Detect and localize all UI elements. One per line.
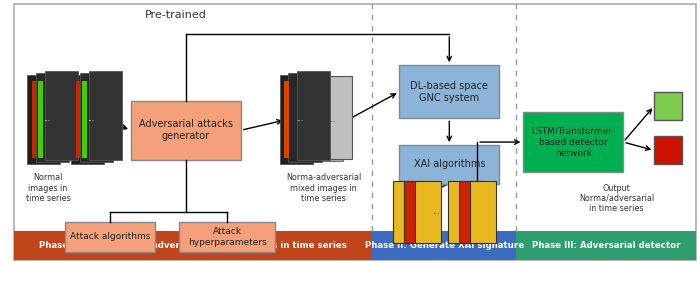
FancyBboxPatch shape <box>323 76 352 159</box>
FancyBboxPatch shape <box>654 136 682 164</box>
Text: Phase I: Create Norma-adversarial mixed images in time series: Phase I: Create Norma-adversarial mixed … <box>38 241 346 250</box>
Text: LSTM/Transformer-
based detector
network: LSTM/Transformer- based detector network <box>531 126 615 158</box>
Text: Phase III: Adversarial detector: Phase III: Adversarial detector <box>532 241 680 250</box>
FancyBboxPatch shape <box>400 65 499 118</box>
FancyBboxPatch shape <box>76 81 80 158</box>
FancyBboxPatch shape <box>32 81 36 158</box>
FancyBboxPatch shape <box>179 222 275 252</box>
FancyBboxPatch shape <box>288 73 321 162</box>
Text: ...: ... <box>296 114 303 123</box>
FancyBboxPatch shape <box>279 75 313 164</box>
Text: Normal
images in
time series: Normal images in time series <box>26 173 71 203</box>
Text: Norma-adversarial
mixed images in
time series: Norma-adversarial mixed images in time s… <box>286 173 361 203</box>
Text: Attack
hyperparameters: Attack hyperparameters <box>188 227 267 247</box>
FancyBboxPatch shape <box>448 181 475 243</box>
FancyBboxPatch shape <box>284 81 289 158</box>
Text: ...: ... <box>328 115 335 124</box>
FancyBboxPatch shape <box>654 92 682 120</box>
Text: Adversarial attacks
generator: Adversarial attacks generator <box>139 119 233 141</box>
FancyBboxPatch shape <box>13 4 696 260</box>
FancyBboxPatch shape <box>71 75 104 164</box>
Text: ...: ... <box>62 115 70 124</box>
Text: DL-based space
GNC system: DL-based space GNC system <box>410 81 488 103</box>
FancyBboxPatch shape <box>415 181 442 243</box>
Text: Phase II: Generate XAI signature: Phase II: Generate XAI signature <box>365 241 524 250</box>
FancyBboxPatch shape <box>470 181 496 243</box>
FancyBboxPatch shape <box>314 78 343 161</box>
FancyBboxPatch shape <box>298 71 330 160</box>
FancyBboxPatch shape <box>131 101 241 160</box>
FancyBboxPatch shape <box>400 145 499 184</box>
Text: XAI algorithms: XAI algorithms <box>414 159 485 169</box>
FancyBboxPatch shape <box>404 181 430 243</box>
Text: Pre-trained: Pre-trained <box>145 10 206 20</box>
FancyBboxPatch shape <box>89 71 122 160</box>
Text: Attack algorithms: Attack algorithms <box>70 232 150 241</box>
Text: ...: ... <box>43 114 50 123</box>
FancyBboxPatch shape <box>459 181 486 243</box>
Text: Output
Norma/adversarial
in time series: Output Norma/adversarial in time series <box>579 184 654 213</box>
FancyBboxPatch shape <box>45 71 78 160</box>
FancyBboxPatch shape <box>524 112 623 172</box>
FancyBboxPatch shape <box>80 73 113 162</box>
FancyBboxPatch shape <box>36 73 69 162</box>
FancyBboxPatch shape <box>13 231 372 260</box>
FancyBboxPatch shape <box>517 231 696 260</box>
FancyBboxPatch shape <box>38 81 43 158</box>
FancyBboxPatch shape <box>27 75 60 164</box>
Text: ...: ... <box>432 207 440 216</box>
FancyBboxPatch shape <box>65 222 155 252</box>
FancyBboxPatch shape <box>372 231 517 260</box>
FancyBboxPatch shape <box>393 181 419 243</box>
Text: ...: ... <box>309 115 317 124</box>
Text: ...: ... <box>88 114 94 123</box>
FancyBboxPatch shape <box>82 81 87 158</box>
